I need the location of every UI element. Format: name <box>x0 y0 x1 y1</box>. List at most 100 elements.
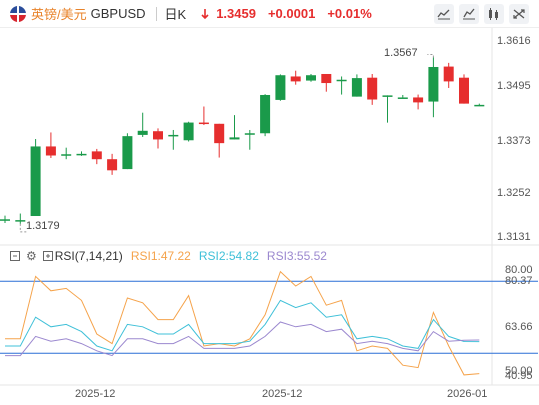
candle-body <box>183 122 194 141</box>
rsi-axis-label: 50.00 <box>505 365 533 377</box>
gear-icon[interactable]: ⚙ <box>26 249 37 263</box>
candle-body <box>229 137 240 140</box>
candle <box>290 70 301 85</box>
rsi-axis-label: 80.00 <box>505 264 533 276</box>
candle-body <box>61 154 72 156</box>
candle <box>214 123 225 158</box>
price-change: +0.0001 <box>267 6 316 21</box>
candle-body <box>198 122 209 125</box>
candle-body <box>214 123 225 144</box>
price-axis-label: 1.3495 <box>497 80 531 92</box>
low-annotation: 1.3179 <box>26 220 60 232</box>
candle-body <box>107 159 118 171</box>
high-annotation: 1.3567 <box>384 47 418 59</box>
candle <box>397 94 408 99</box>
candle <box>413 94 424 110</box>
candle-body <box>15 220 26 222</box>
candle <box>459 74 469 104</box>
candle-body <box>443 66 454 82</box>
x-axis-label: 2025-12 <box>262 388 302 400</box>
split-chart-icon[interactable] <box>484 4 504 24</box>
rsi-line-rsi2 <box>5 299 480 352</box>
rsi-series <box>5 270 480 376</box>
price-axis-label: 1.3252 <box>497 187 531 199</box>
high-marker-line <box>427 54 434 58</box>
period-selector[interactable]: 日K <box>164 7 187 22</box>
candle-body <box>91 151 102 160</box>
candle <box>137 112 148 137</box>
candle <box>367 73 378 105</box>
add-icon[interactable] <box>42 251 53 261</box>
candle <box>382 95 393 123</box>
rsi-line-rsi1 <box>5 270 480 376</box>
price-axis-label: 1.3373 <box>497 135 531 147</box>
candle <box>321 73 332 92</box>
line-chart-icon[interactable] <box>434 4 454 24</box>
x-axis-label: 2026-01 <box>447 388 487 400</box>
price-change-pct: +0.01% <box>327 6 372 21</box>
candle <box>61 147 72 160</box>
candle <box>153 128 163 149</box>
candle <box>244 129 255 150</box>
candle <box>183 121 194 142</box>
candle-chart-icon[interactable] <box>459 4 479 24</box>
candle-body <box>168 134 179 137</box>
candle <box>443 62 454 88</box>
candle-body <box>367 77 378 100</box>
rsi-line-rsi3 <box>5 321 480 357</box>
current-price: 1.3459 <box>216 6 256 21</box>
candle <box>30 139 41 217</box>
candle <box>336 76 347 95</box>
chart-toolbar <box>434 4 529 24</box>
candle-body <box>336 79 347 82</box>
header-divider <box>155 6 157 21</box>
candle-body <box>153 131 163 140</box>
candle <box>76 151 87 156</box>
candle <box>428 57 439 118</box>
candle-body <box>351 78 362 97</box>
candlestick-series <box>0 57 485 224</box>
candle <box>229 115 240 140</box>
collapse-icon[interactable] <box>10 251 20 261</box>
candle-body <box>137 130 148 135</box>
candle <box>168 129 179 150</box>
candle-body <box>306 75 316 81</box>
candle <box>91 148 102 165</box>
rsi3-value: RSI3:55.52 <box>266 249 327 263</box>
candle <box>107 153 118 175</box>
candle-body <box>459 77 469 104</box>
candle-body <box>382 95 393 97</box>
symbol-cn: 英镑/美元 <box>31 7 87 22</box>
candle-body <box>76 153 87 156</box>
candle <box>275 74 286 101</box>
rsi-axis-label: 63.66 <box>505 321 533 333</box>
candle <box>260 94 271 137</box>
candle <box>474 103 485 107</box>
candle-body <box>413 97 424 103</box>
candle-body <box>0 219 10 221</box>
grid-layer <box>0 28 539 386</box>
candle-body <box>428 66 439 102</box>
candle-body <box>290 76 301 82</box>
rsi1-value: RSI1:47.22 <box>130 249 191 263</box>
symbol-en: GBPUSD <box>90 6 146 21</box>
expand-icon[interactable] <box>509 4 529 24</box>
candle-body <box>122 136 133 170</box>
header-bar: 英镑/美元 GBPUSD 日K 1.3459 +0.0001 +0.01% <box>0 0 539 28</box>
rsi-axis-label: 40.95 <box>505 370 533 382</box>
candle <box>122 133 133 170</box>
candle-body <box>45 146 56 156</box>
rsi2-value: RSI2:54.82 <box>198 249 259 263</box>
low-marker-line <box>19 223 29 233</box>
candle-body <box>260 94 271 134</box>
uk-flag-icon <box>10 5 26 22</box>
candle <box>198 106 209 126</box>
candle-body <box>321 73 332 84</box>
candle-body <box>30 146 41 217</box>
down-arrow-icon <box>201 8 209 19</box>
candle <box>15 213 26 224</box>
rsi-axis-label: 80.37 <box>505 275 533 287</box>
candle <box>306 73 316 82</box>
rsi-legend: ⚙ RSI(7,14,21) RSI1:47.22 RSI2:54.82 RSI… <box>10 247 335 265</box>
